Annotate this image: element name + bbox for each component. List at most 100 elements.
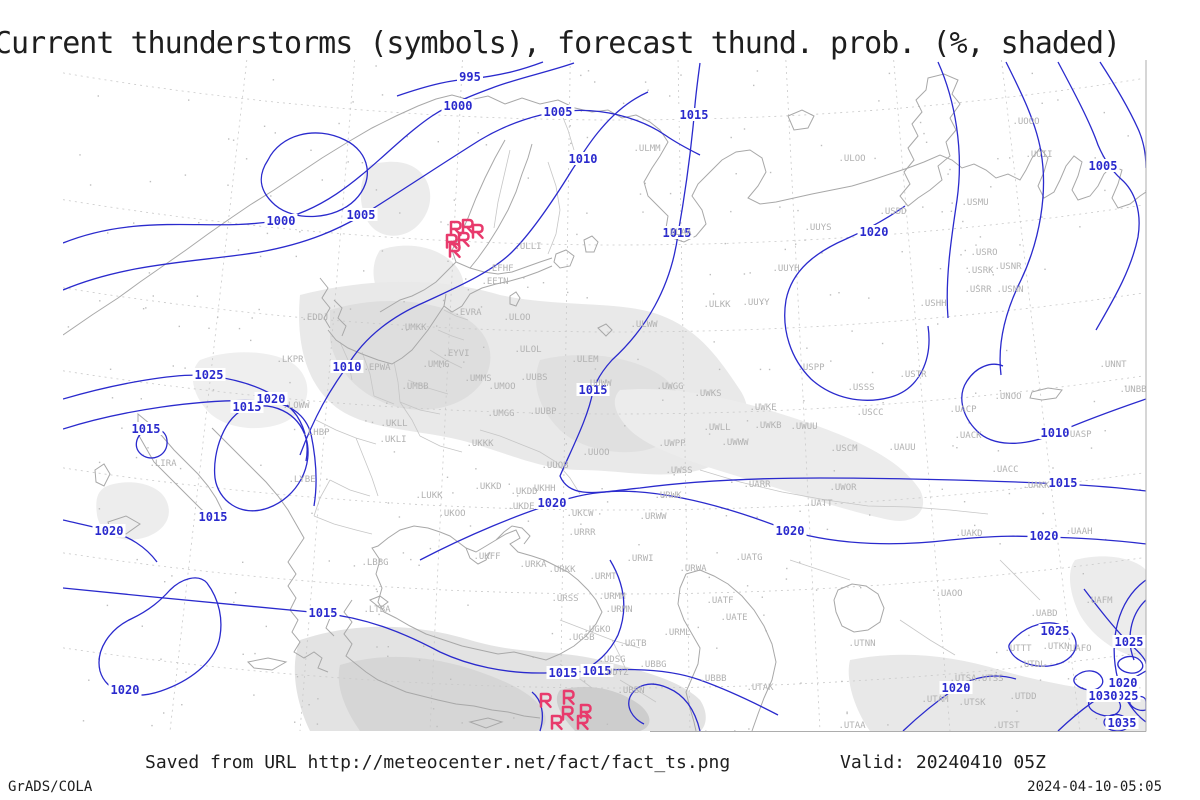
station-dot	[586, 212, 588, 214]
station-label: .UWLL	[703, 423, 730, 433]
station-dot	[259, 255, 262, 258]
station-label: .UAUU	[888, 443, 915, 453]
contour-label: 1025	[195, 368, 224, 382]
station-label: .UWKB	[754, 421, 781, 431]
station-dot	[147, 447, 149, 449]
thunderstorm-icon	[445, 233, 458, 250]
station-dot	[196, 295, 199, 297]
station-dot	[1028, 634, 1030, 637]
station-dot	[804, 239, 806, 241]
station-dot	[820, 144, 823, 147]
station-dot	[447, 223, 449, 226]
station-dot	[950, 210, 953, 212]
station-dot	[622, 102, 625, 104]
station-dot	[387, 502, 390, 504]
station-dot	[749, 272, 751, 274]
station-dot	[1127, 135, 1129, 137]
station-dot	[439, 366, 442, 368]
station-dot	[759, 368, 762, 371]
station-dot	[238, 327, 241, 330]
station-label: .USMU	[961, 198, 988, 208]
station-dot	[1041, 102, 1043, 104]
parallel-line	[63, 467, 1144, 511]
station-dot	[387, 655, 389, 657]
station-dot	[730, 136, 732, 139]
station-label: .UTSA	[949, 674, 977, 684]
station-dot	[480, 306, 483, 308]
contour-label: 1020	[257, 392, 286, 406]
station-dot	[923, 132, 925, 135]
station-dot	[1082, 573, 1084, 575]
station-label: .UMMS	[464, 374, 491, 384]
station-dot	[1081, 687, 1084, 689]
station-dot	[184, 367, 186, 369]
station-label: .UKFF	[473, 552, 500, 562]
contour-label: 995	[459, 70, 481, 84]
contour-label-box	[129, 422, 163, 435]
station-dot	[763, 614, 765, 616]
contour-label: 1015	[233, 400, 262, 414]
station-label: .UKKD	[474, 482, 501, 492]
station-dot	[1044, 268, 1046, 270]
station-dot	[376, 590, 378, 593]
station-dot	[398, 516, 401, 518]
station-label: .UTNN	[848, 639, 875, 649]
station-label: .UWSS	[665, 466, 692, 476]
station-label: .UAAH	[1065, 527, 1092, 537]
station-dot	[1031, 72, 1033, 75]
station-dot	[254, 652, 256, 655]
station-label: .UATG	[735, 553, 762, 563]
station-label: .USTR	[899, 370, 927, 380]
station-label: .UTST	[992, 721, 1020, 731]
station-dot	[882, 402, 884, 404]
station-dot	[761, 596, 763, 598]
station-dot	[995, 671, 997, 674]
meridian-line	[1001, 60, 1081, 732]
contour-label-box	[1038, 624, 1072, 637]
station-dot	[338, 122, 340, 125]
station-dot	[713, 341, 715, 343]
station-dot	[761, 302, 764, 304]
station-dot	[450, 678, 452, 680]
station-dot	[107, 232, 109, 234]
station-dot	[860, 587, 862, 589]
station-label: .UASP	[1064, 430, 1092, 440]
station-dot	[145, 307, 147, 309]
station-dot	[99, 300, 101, 302]
station-dot	[735, 173, 737, 175]
station-dot	[992, 274, 994, 276]
station-dot	[440, 221, 442, 223]
station-dot	[881, 342, 884, 345]
contour-label-box	[1086, 689, 1120, 702]
station-dot	[149, 180, 152, 183]
station-label: .URWK	[654, 491, 682, 501]
station-dot	[375, 588, 378, 590]
station-dot	[406, 329, 408, 331]
contour-label: 1015	[1049, 476, 1078, 490]
contour-label: 1020	[860, 225, 889, 239]
station-dot	[406, 135, 408, 138]
station-dot	[937, 323, 939, 325]
station-label: .UNNT	[1099, 360, 1127, 370]
station-label: .UKHH	[528, 484, 555, 494]
station-dot	[709, 273, 711, 276]
station-dot	[644, 182, 646, 185]
station-dot	[639, 193, 642, 195]
station-label: .LKPR	[276, 355, 304, 365]
station-dot	[925, 141, 928, 143]
station-label: .UUOO	[582, 448, 609, 458]
station-dot	[826, 528, 829, 531]
station-dot	[785, 578, 788, 580]
station-dot	[237, 249, 240, 251]
station-dot	[263, 125, 266, 127]
chart-title: Current thunderstorms (symbols), forecas…	[0, 26, 1121, 61]
station-dot	[437, 141, 439, 143]
station-dot	[376, 646, 378, 648]
station-dot	[148, 272, 151, 274]
station-dot	[121, 427, 123, 429]
station-label: .URWI	[626, 554, 653, 564]
station-dot	[784, 248, 786, 251]
station-label: .UACK	[954, 431, 982, 441]
station-dot	[326, 478, 328, 480]
